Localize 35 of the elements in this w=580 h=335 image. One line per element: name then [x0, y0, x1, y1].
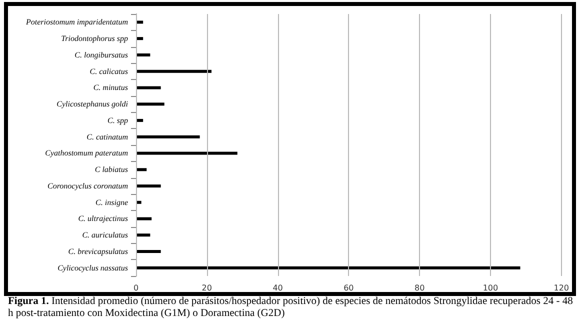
x-tick-label: 20 — [202, 284, 212, 292]
y-tick-label: Cyathostomum pateratum — [45, 148, 128, 158]
y-tick-label: C. auriculatus — [82, 230, 128, 240]
x-tick-label: 40 — [272, 284, 283, 292]
x-tick-label: 120 — [554, 284, 570, 292]
y-tick-label: Cylicostephanus goldi — [56, 100, 128, 109]
y-tick-label: Coronocyclus coronatum — [47, 181, 128, 190]
bar — [136, 86, 161, 90]
bar — [136, 70, 212, 73]
y-tick-label: C. ultrajectinus — [78, 214, 128, 224]
y-tick-label: C. insigne — [96, 198, 128, 207]
text: Figura 1. Intensidad promedio (número de parásitos/hospedador positivo) de especies de nemátodos Strongylidae recuperados 24 - 48 h post-tratamiento con Moxidectina (G1M) o Doramectina (G2D) — [8, 296, 574, 320]
bar — [136, 217, 152, 220]
bar — [136, 152, 238, 155]
bar — [136, 135, 200, 138]
y-tick-label: Poteriostomum imparidentatum — [25, 18, 128, 27]
y-tick-label: C labiatus — [94, 165, 128, 174]
x-tick-label: 80 — [414, 284, 425, 292]
x-tick-label: 100 — [482, 284, 498, 292]
y-tick-label: Triodontophorus spp — [61, 34, 128, 44]
y-tick-label: C. calicatus — [90, 66, 128, 76]
bar — [136, 250, 161, 253]
y-tick-label: C. catinatum — [86, 132, 128, 142]
bar — [136, 184, 161, 188]
bar — [136, 266, 520, 270]
y-tick-label: Cylicocyclus nassatus — [58, 263, 128, 272]
bar — [136, 53, 150, 56]
bar — [136, 102, 164, 106]
x-tick-label: 60 — [344, 284, 354, 292]
x-tick-label: 0 — [133, 284, 139, 292]
y-tick-label: C. longibursatus — [74, 50, 128, 60]
y-tick-label: C. minutus — [93, 83, 128, 92]
bar — [136, 234, 150, 237]
y-tick-label: C. brevicapsulatus — [68, 246, 128, 256]
y-tick-label: C. spp — [108, 116, 128, 125]
